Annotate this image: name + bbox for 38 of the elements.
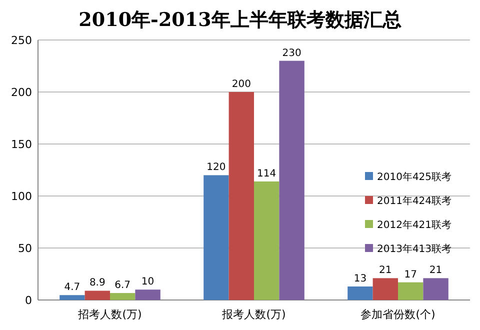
data-label: 6.7 [114,280,131,292]
x-tick-label: 招考人数(万) [77,308,142,321]
data-label: 4.7 [64,282,80,294]
bar [204,175,229,300]
y-tick-label: 200 [11,86,32,99]
y-tick-label: 0 [25,294,32,307]
bar [279,60,304,300]
y-tick-label: 100 [11,190,32,203]
legend-label: 2013年413联考 [377,243,452,255]
data-label: 21 [379,265,392,276]
legend-label: 2010年425联考 [377,171,452,183]
bar [135,290,160,300]
y-tick-label: 150 [11,138,32,151]
chart-title: 2010年-2013年上半年联考数据汇总 [78,9,402,31]
bar [60,295,85,300]
legend-label: 2011年424联考 [377,195,452,207]
y-tick-label: 250 [11,34,32,47]
bar [254,181,280,300]
x-tick-label: 参加省份数(个) [360,308,436,321]
data-label: 230 [282,48,302,59]
x-tick-label: 报考人数(万) [221,308,286,321]
bar [372,278,398,300]
data-label: 17 [404,269,417,280]
bar [84,290,110,300]
bar [423,278,448,300]
data-label: 21 [429,265,442,276]
bar [348,286,373,300]
bar [228,92,254,300]
legend-label: 2012年421联考 [377,219,452,231]
bar [398,282,424,300]
data-label: 13 [354,273,367,284]
data-label: 114 [257,168,276,180]
y-tick-label: 50 [18,242,32,255]
data-label: 8.9 [89,278,106,289]
bar [110,293,136,300]
data-label: 10 [141,276,154,288]
data-label: 120 [206,162,226,174]
data-label: 200 [232,79,251,90]
